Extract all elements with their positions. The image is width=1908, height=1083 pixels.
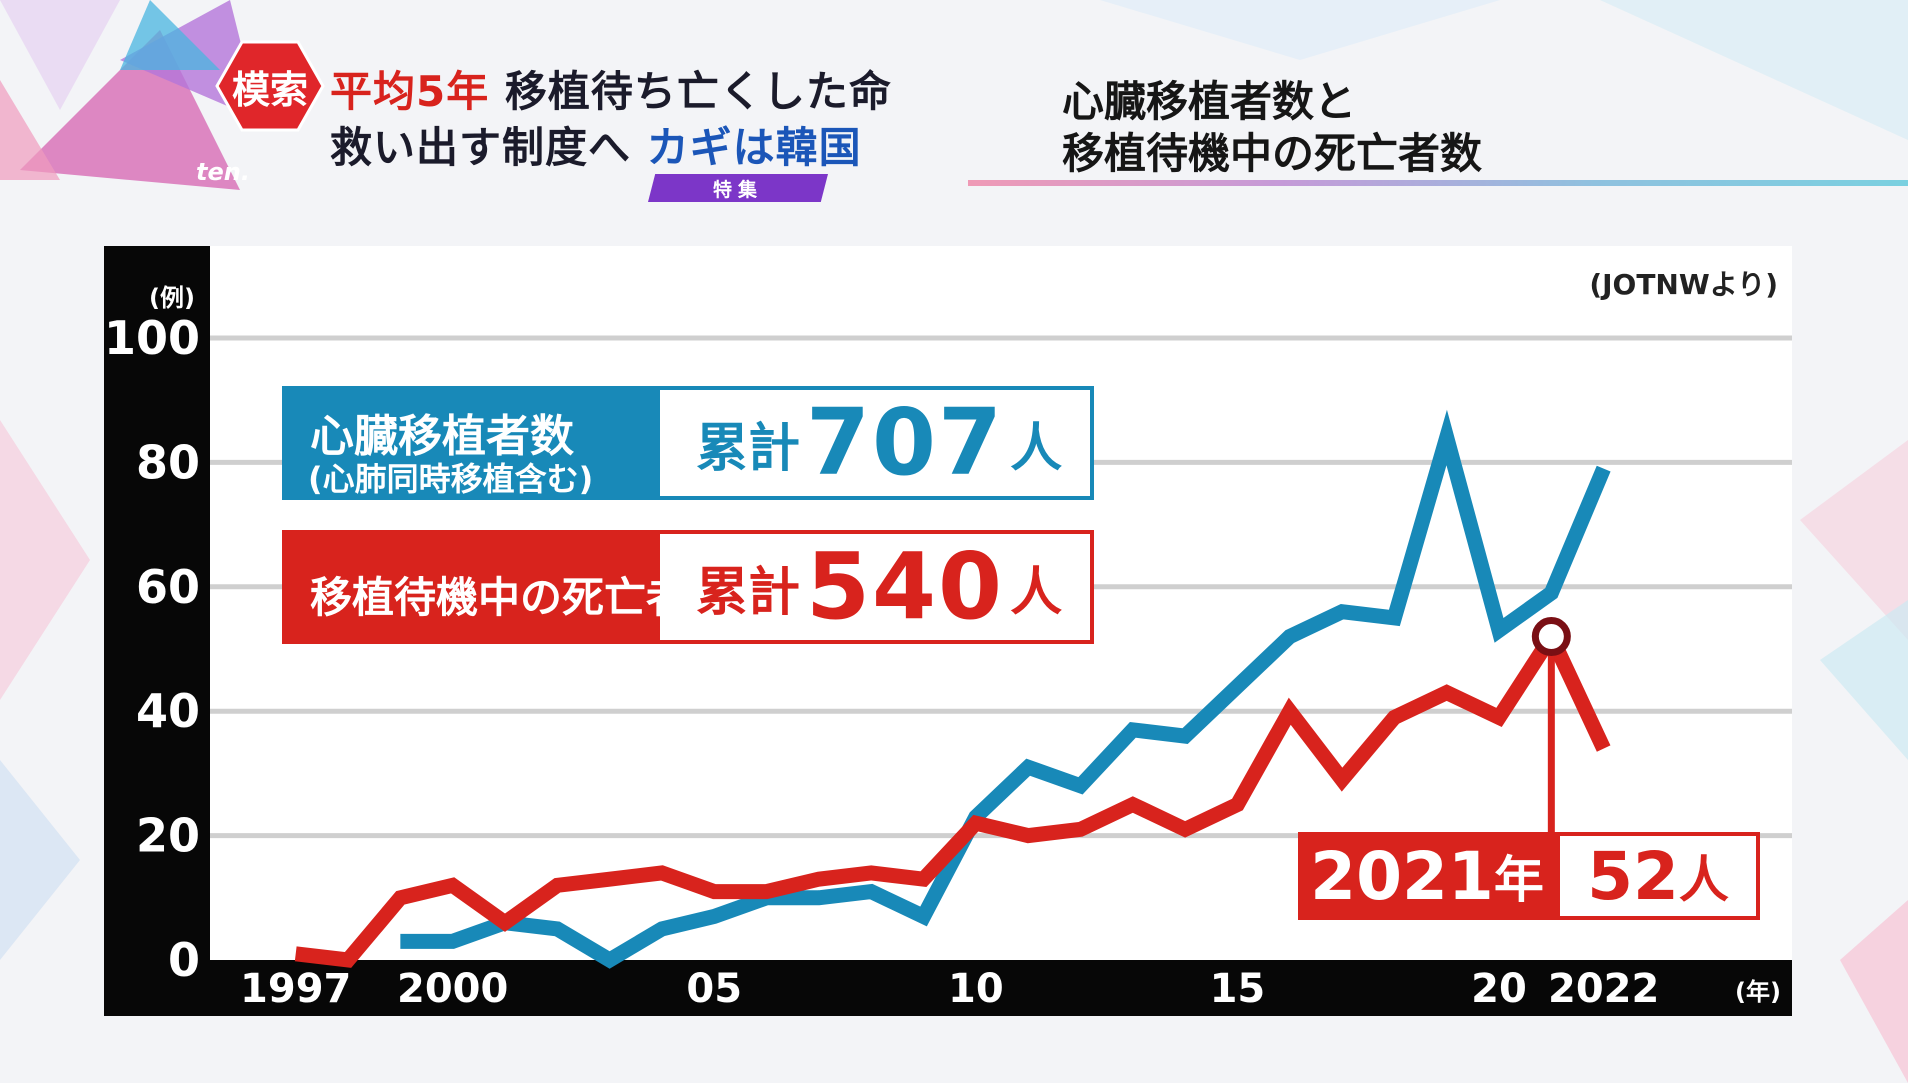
ten-logo: ten. xyxy=(196,158,250,186)
series-line-transplant xyxy=(400,409,1611,969)
y-tick-label: 20 xyxy=(136,809,200,863)
chart-title: 心臓移植者数と 移植待機中の死亡者数 xyxy=(1062,76,1482,180)
headline-text: 救い出す制度へ xyxy=(330,123,632,172)
feature-tag: 特集 xyxy=(648,174,828,202)
title-underline xyxy=(968,180,1908,186)
chart-title-line-1: 心臓移植者数と xyxy=(1062,77,1357,126)
y-tick-label: 60 xyxy=(136,560,200,614)
legend-deaths-total: 累計 540 人 xyxy=(656,530,1094,644)
legend-transplant-title: 心臓移植者数 xyxy=(310,411,574,462)
annotation-year-number: 2021 xyxy=(1310,837,1494,915)
legend-deaths: 移植待機中の死亡者 累計 540 人 xyxy=(282,530,1094,644)
legend-deaths-title: 移植待機中の死亡者 xyxy=(310,573,689,622)
headline-highlight-red: 平均5年 xyxy=(330,67,490,116)
y-tick-label: 40 xyxy=(136,684,200,738)
legend-transplant-total: 累計 707 人 xyxy=(656,386,1094,500)
total-number: 540 xyxy=(806,533,1005,640)
chart-title-line-2: 移植待機中の死亡者数 xyxy=(1062,129,1483,178)
headline-line-2: 救い出す制度へ カギは韓国 xyxy=(330,114,862,175)
total-number: 707 xyxy=(806,389,1005,496)
total-prefix: 累計 xyxy=(696,418,801,479)
highlight-marker xyxy=(1531,617,1571,657)
legend-deaths-label: 移植待機中の死亡者 xyxy=(282,530,688,644)
annotation-value-unit: 人 xyxy=(1678,851,1729,909)
x-tick-label: 1997 xyxy=(240,966,351,1012)
x-tick-label: 2022 xyxy=(1548,966,1659,1012)
source-note: (JOTNWより) xyxy=(1589,268,1778,301)
y-tick-label: 0 xyxy=(168,933,200,987)
y-unit-label: (例) xyxy=(149,284,195,312)
badge-hexagon-shape xyxy=(215,40,325,132)
legend-transplant-label: 心臓移植者数 (心肺同時移植含む) xyxy=(282,386,656,500)
series-line-deaths xyxy=(294,621,1611,968)
y-tick-label: 100 xyxy=(104,311,200,365)
total-unit: 人 xyxy=(1010,418,1063,479)
annotation-year: 2021 年 xyxy=(1298,832,1556,920)
total-unit: 人 xyxy=(1010,562,1063,623)
y-axis-band xyxy=(104,246,210,1016)
headline-highlight-blue: カギは韓国 xyxy=(646,123,862,172)
headline-line-1: 平均5年 移植待ち亡くした命 xyxy=(330,58,892,119)
x-tick-label: 15 xyxy=(1210,966,1266,1012)
x-tick-label: 20 xyxy=(1471,966,1527,1012)
annotation-value-number: 52 xyxy=(1587,837,1679,915)
y-tick-label: 80 xyxy=(136,435,200,489)
x-axis-band xyxy=(104,960,1792,1016)
x-tick-label: 10 xyxy=(948,966,1004,1012)
x-tick-label: 05 xyxy=(686,966,742,1012)
x-tick-label: 2000 xyxy=(397,966,508,1012)
headline-text: 移植待ち亡くした命 xyxy=(504,67,892,116)
annotation-value: 52 人 xyxy=(1556,832,1760,920)
legend-transplant: 心臓移植者数 (心肺同時移植含む) 累計 707 人 xyxy=(282,386,1094,500)
x-unit-label: (年) xyxy=(1735,978,1781,1006)
topic-badge: 模索 xyxy=(231,67,308,112)
highlight-annotation: 2021 年 52 人 xyxy=(1298,832,1760,920)
annotation-year-suffix: 年 xyxy=(1493,851,1544,909)
headline-panel: 平均5年 移植待ち亡くした命 救い出す制度へ カギは韓国 xyxy=(300,48,891,183)
legend-transplant-subtitle: (心肺同時移植含む) xyxy=(308,460,594,498)
total-prefix: 累計 xyxy=(696,562,801,623)
